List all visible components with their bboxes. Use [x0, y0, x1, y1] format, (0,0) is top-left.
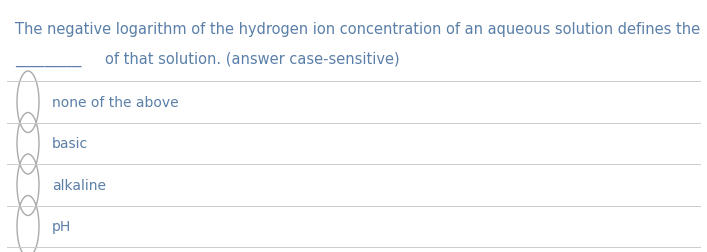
Text: _________: _________	[15, 52, 86, 67]
Text: basic: basic	[52, 137, 88, 151]
Text: none of the above: none of the above	[52, 95, 179, 109]
Text: The negative logarithm of the hydrogen ion concentration of an aqueous solution : The negative logarithm of the hydrogen i…	[15, 22, 700, 37]
Text: pH: pH	[52, 219, 71, 233]
Text: of that solution. (answer case-sensitive): of that solution. (answer case-sensitive…	[105, 52, 399, 67]
Text: alkaline: alkaline	[52, 178, 106, 192]
